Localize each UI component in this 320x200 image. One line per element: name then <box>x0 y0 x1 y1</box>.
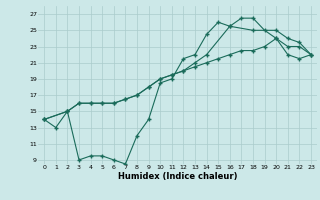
X-axis label: Humidex (Indice chaleur): Humidex (Indice chaleur) <box>118 172 237 181</box>
